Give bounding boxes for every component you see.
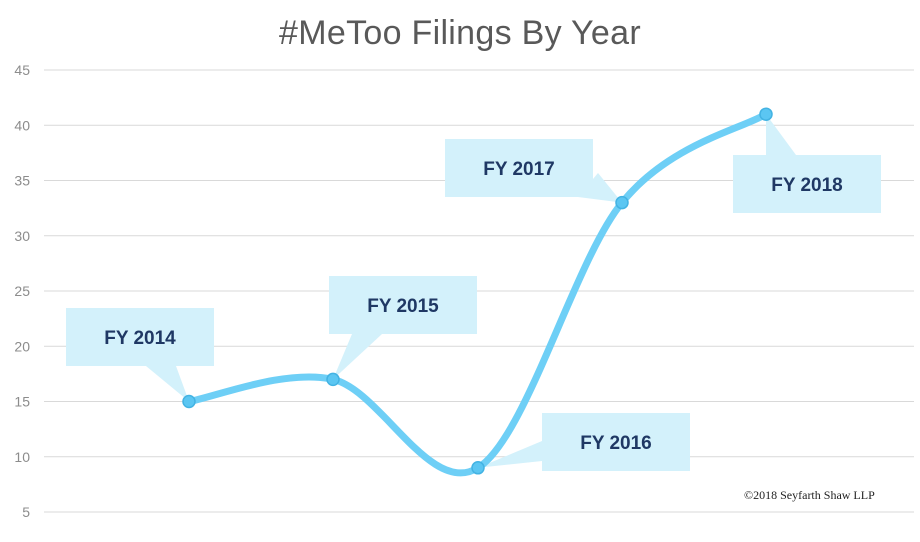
y-tick-label: 40 xyxy=(14,117,30,133)
data-point xyxy=(615,195,629,210)
callout-box xyxy=(66,308,214,366)
y-tick-label: 30 xyxy=(14,228,30,244)
copyright-text: ©2018 Seyfarth Shaw LLP xyxy=(744,488,875,502)
callout-box xyxy=(329,276,477,334)
y-tick-label: 10 xyxy=(14,449,30,465)
data-label: FY 2014 xyxy=(104,328,176,349)
callout-box xyxy=(542,413,690,471)
y-tick-label: 45 xyxy=(14,62,30,78)
data-point xyxy=(326,372,340,387)
chart-title: #MeToo Filings By Year xyxy=(279,14,641,52)
data-point xyxy=(759,107,773,121)
callout-pointer xyxy=(478,441,542,468)
callout-box xyxy=(445,139,593,197)
callout-box xyxy=(733,155,881,213)
data-label: FY 2018 xyxy=(771,175,842,196)
data-point xyxy=(471,461,485,475)
y-tick-label: 5 xyxy=(22,504,30,520)
data-label: FY 2017 xyxy=(483,159,554,180)
series-line xyxy=(185,110,770,477)
y-tick-label: 15 xyxy=(14,394,30,410)
data-label: FY 2016 xyxy=(580,433,651,454)
callout-pointer xyxy=(766,114,796,155)
callout-pointer xyxy=(333,334,382,380)
data-label: FY 2015 xyxy=(367,296,439,317)
data-point xyxy=(182,394,196,409)
y-tick-label: 35 xyxy=(14,173,30,189)
y-tick-label: 25 xyxy=(14,283,30,299)
y-tick-label: 20 xyxy=(14,338,30,354)
callout-pointer xyxy=(146,366,189,402)
